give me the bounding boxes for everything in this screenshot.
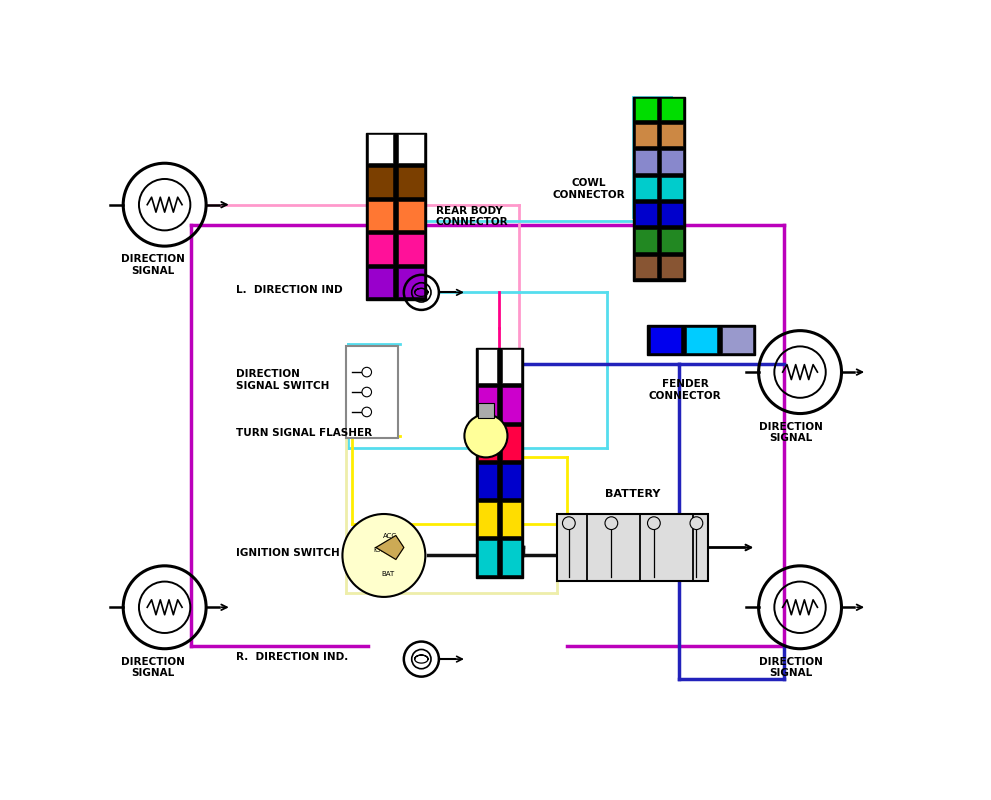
Text: DIRECTION
SIGNAL: DIRECTION SIGNAL [758, 422, 823, 443]
Text: DIRECTION
SIGNAL: DIRECTION SIGNAL [121, 657, 184, 678]
Bar [635, 124, 657, 146]
Bar [661, 177, 683, 199]
Bar [635, 177, 657, 199]
Circle shape [362, 367, 372, 377]
Bar [478, 464, 497, 498]
Bar [661, 98, 683, 120]
Bar [635, 98, 657, 120]
Bar [366, 133, 426, 300]
Bar [478, 426, 497, 460]
Text: DIRECTION
SIGNAL: DIRECTION SIGNAL [758, 657, 823, 678]
Circle shape [605, 517, 617, 530]
Text: DIRECTION
SIGNAL: DIRECTION SIGNAL [121, 254, 184, 276]
Bar [647, 325, 755, 355]
Bar [478, 403, 494, 418]
Bar [398, 234, 424, 264]
Bar [478, 387, 497, 422]
Bar [478, 349, 497, 383]
Bar [368, 201, 393, 230]
Text: REAR BODY
CONNECTOR: REAR BODY CONNECTOR [436, 206, 508, 227]
Bar [398, 167, 424, 197]
Bar [501, 387, 521, 422]
Bar [501, 502, 521, 536]
Text: BAT: BAT [382, 571, 394, 577]
Text: DIRECTION
SIGNAL SWITCH: DIRECTION SIGNAL SWITCH [237, 370, 330, 391]
Bar [398, 201, 424, 230]
Text: TURN SIGNAL FLASHER: TURN SIGNAL FLASHER [237, 429, 373, 438]
Text: COWL
CONNECTOR: COWL CONNECTOR [552, 178, 625, 200]
Bar [398, 268, 424, 297]
Bar [478, 540, 497, 574]
Bar [650, 327, 681, 353]
Bar [635, 203, 657, 226]
Bar [501, 349, 521, 383]
Bar [346, 346, 397, 438]
Bar [557, 514, 709, 582]
Bar [501, 540, 521, 574]
Circle shape [362, 387, 372, 397]
Bar [661, 124, 683, 146]
Text: BATTERY: BATTERY [605, 490, 660, 499]
Text: L.  DIRECTION IND: L. DIRECTION IND [237, 285, 343, 295]
Circle shape [362, 407, 372, 417]
Text: FENDER
CONNECTOR: FENDER CONNECTOR [649, 379, 721, 401]
Bar [661, 150, 683, 173]
Text: IGN: IGN [374, 547, 386, 554]
Bar [478, 502, 497, 536]
Text: R.  DIRECTION IND.: R. DIRECTION IND. [237, 652, 349, 662]
Bar [501, 464, 521, 498]
Bar [368, 268, 393, 297]
Bar [368, 234, 393, 264]
Bar [476, 348, 523, 578]
Bar [661, 203, 683, 226]
Bar [635, 256, 657, 278]
Bar [661, 230, 683, 252]
Circle shape [465, 414, 507, 458]
Text: ACC: ACC [384, 533, 397, 538]
Polygon shape [376, 535, 403, 559]
Circle shape [690, 517, 703, 530]
Bar [398, 134, 424, 163]
Bar [686, 327, 716, 353]
Circle shape [647, 517, 660, 530]
Text: IGNITION SWITCH: IGNITION SWITCH [237, 548, 340, 558]
Bar [368, 134, 393, 163]
Bar [635, 230, 657, 252]
Bar [501, 426, 521, 460]
Circle shape [563, 517, 575, 530]
Bar [635, 150, 657, 173]
Bar [368, 167, 393, 197]
Circle shape [343, 514, 425, 597]
Bar [661, 256, 683, 278]
Bar [632, 97, 685, 282]
Bar [721, 327, 752, 353]
